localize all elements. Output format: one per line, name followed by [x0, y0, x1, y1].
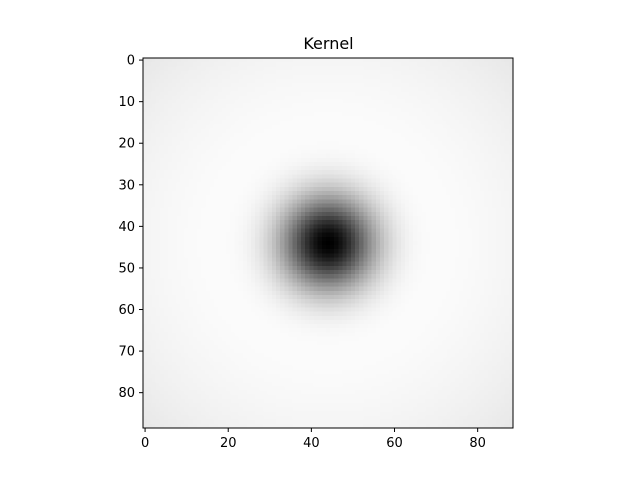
y-tick-label: 70	[118, 345, 135, 360]
y-tick-label: 60	[118, 303, 135, 318]
plot-area	[142, 57, 514, 429]
x-tick-label: 0	[141, 436, 149, 451]
y-tick-label: 50	[118, 261, 135, 276]
y-tick-label: 80	[118, 386, 135, 401]
x-tick-label: 80	[469, 436, 486, 451]
x-tick-label: 60	[386, 436, 403, 451]
heatmap-canvas	[143, 58, 513, 428]
y-tick-label: 0	[127, 54, 135, 69]
heatmap-image	[143, 58, 513, 428]
x-axis: 0 20 40 60 80	[141, 428, 486, 451]
x-tick-label: 40	[303, 436, 320, 451]
chart-title: Kernel	[303, 34, 353, 53]
y-tick-label: 30	[118, 178, 135, 193]
y-tick-label: 20	[118, 137, 135, 152]
y-tick-label: 40	[118, 220, 135, 235]
y-axis: 0 10 20 30 40 50 60 70 80	[118, 54, 143, 401]
x-tick-label: 20	[220, 436, 237, 451]
y-tick-label: 10	[118, 95, 135, 110]
plot-frame	[142, 57, 514, 429]
